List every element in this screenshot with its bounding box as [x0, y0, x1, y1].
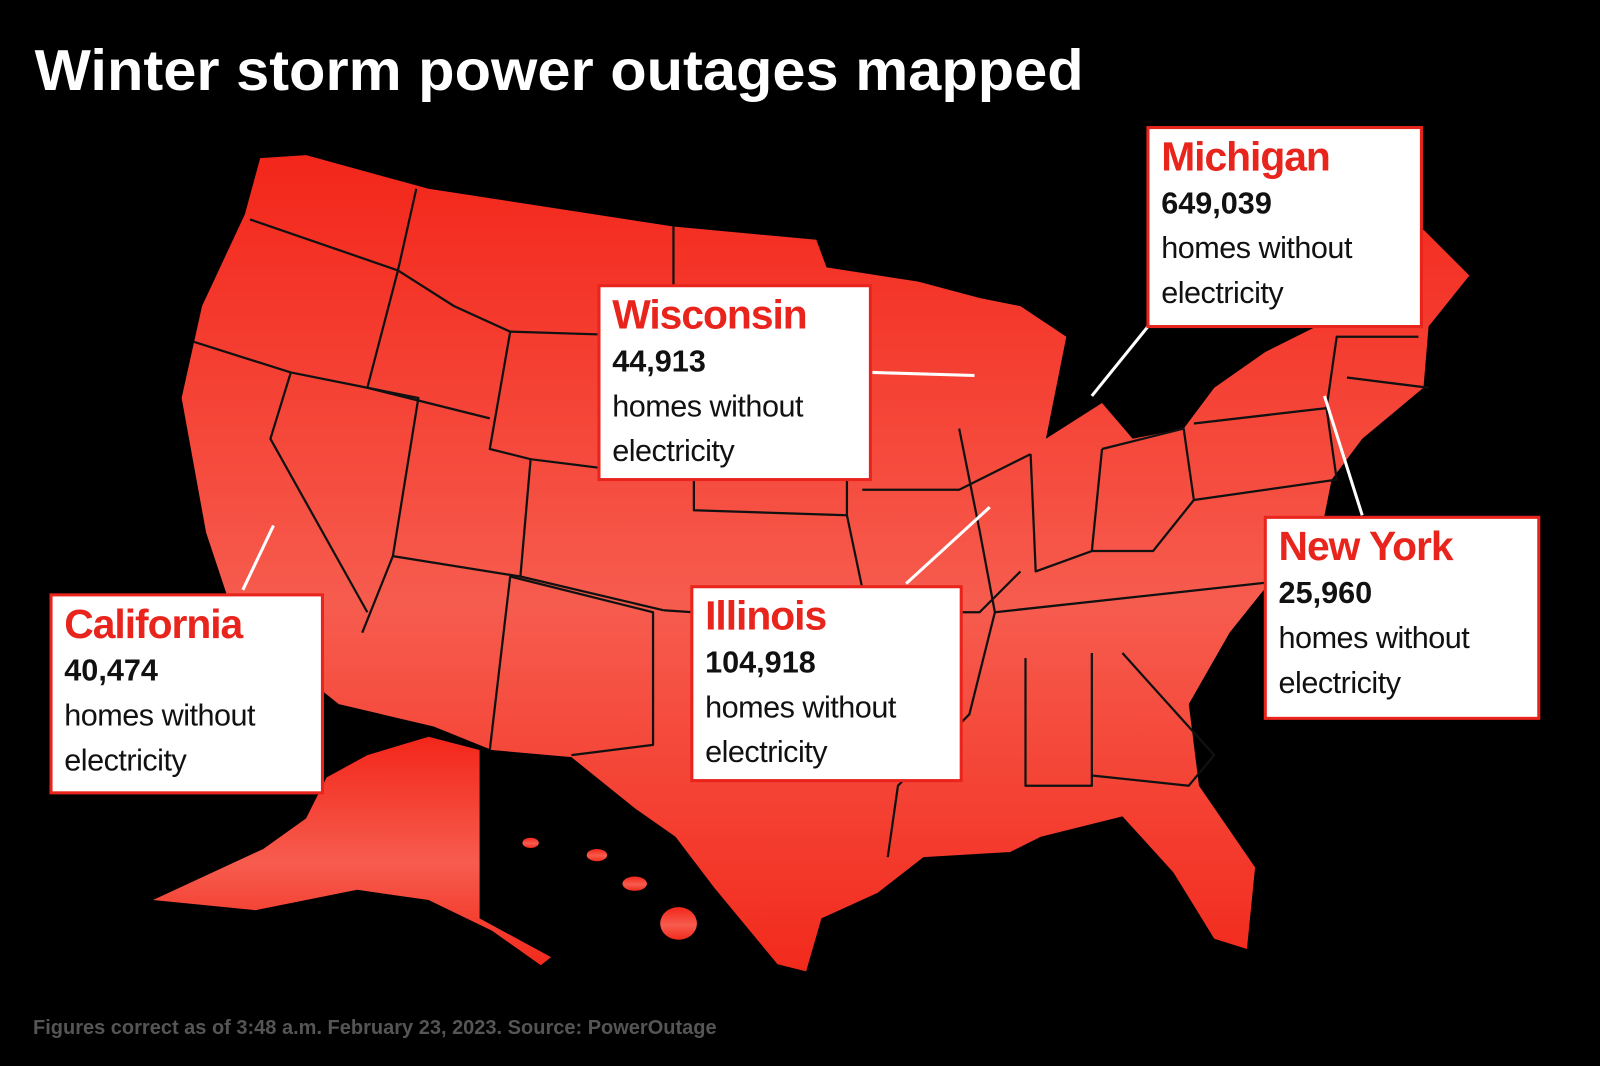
state-border — [1346, 376, 1429, 389]
callout-box — [597, 284, 872, 482]
callout-box — [49, 593, 324, 795]
us-map — [153, 155, 1470, 972]
caption-line: electricity — [64, 743, 187, 777]
state-name: California — [64, 601, 243, 647]
state-border — [1193, 407, 1338, 502]
title: Winter storm power outages mapped — [35, 39, 1084, 103]
caption-line: homes without — [1161, 231, 1353, 265]
state-border — [1029, 448, 1104, 573]
callout: California 40,474 homes without electricity — [49, 524, 324, 795]
state-border — [367, 386, 491, 420]
state-name: Michigan — [1161, 133, 1330, 179]
state-border — [290, 371, 420, 634]
callout: Michigan 649,039 homes without electricity — [1090, 126, 1423, 397]
state-name: Wisconsin — [612, 292, 806, 338]
lower-48 — [181, 155, 1470, 972]
hawaii-island — [586, 848, 608, 862]
callout: Illinois 104,918 homes without electricity — [690, 506, 991, 783]
state-border — [1024, 653, 1093, 787]
state-name: New York — [1279, 523, 1454, 569]
caption-line: electricity — [705, 735, 828, 769]
callout-box — [1263, 515, 1541, 720]
leader-line — [1090, 325, 1150, 397]
state-border — [1325, 335, 1419, 409]
footnote: Figures correct as of 3:48 a.m. February… — [33, 1017, 717, 1039]
caption-line: electricity — [612, 434, 735, 468]
leader-line — [1323, 395, 1364, 516]
caption-line: electricity — [1161, 276, 1284, 310]
outage-count: 649,039 — [1161, 186, 1272, 220]
leader-line — [241, 524, 275, 591]
hawaii-island — [622, 876, 647, 891]
caption-line: homes without — [705, 690, 897, 724]
callout: New York 25,960 homes without electricity — [1263, 395, 1541, 720]
caption-line: homes without — [64, 699, 256, 733]
leader-line — [905, 506, 991, 585]
state-border — [488, 575, 655, 757]
caption-line: homes without — [612, 389, 804, 423]
state-border — [193, 340, 369, 613]
alaska — [153, 736, 552, 966]
callout-box — [1146, 126, 1423, 329]
leader-line — [872, 370, 975, 378]
map-layer: Winter storm power outages mapped — [35, 39, 1470, 972]
state-border — [862, 453, 1032, 491]
caption-line: electricity — [1279, 666, 1402, 700]
state-name: Illinois — [705, 593, 826, 639]
hawaii-island — [522, 837, 539, 848]
callout-box — [690, 585, 963, 783]
state-border — [886, 428, 997, 858]
outage-count: 25,960 — [1279, 576, 1373, 610]
outage-count: 104,918 — [705, 645, 816, 679]
caption-line: homes without — [1279, 621, 1471, 655]
state-border — [1091, 652, 1216, 787]
state-border — [994, 580, 1276, 614]
hawaii-island — [660, 907, 697, 940]
state-border — [392, 555, 664, 612]
outage-count: 44,913 — [612, 344, 706, 378]
outage-count: 40,474 — [64, 654, 158, 688]
callout: Wisconsin 44,913 homes without electricity — [597, 284, 975, 482]
